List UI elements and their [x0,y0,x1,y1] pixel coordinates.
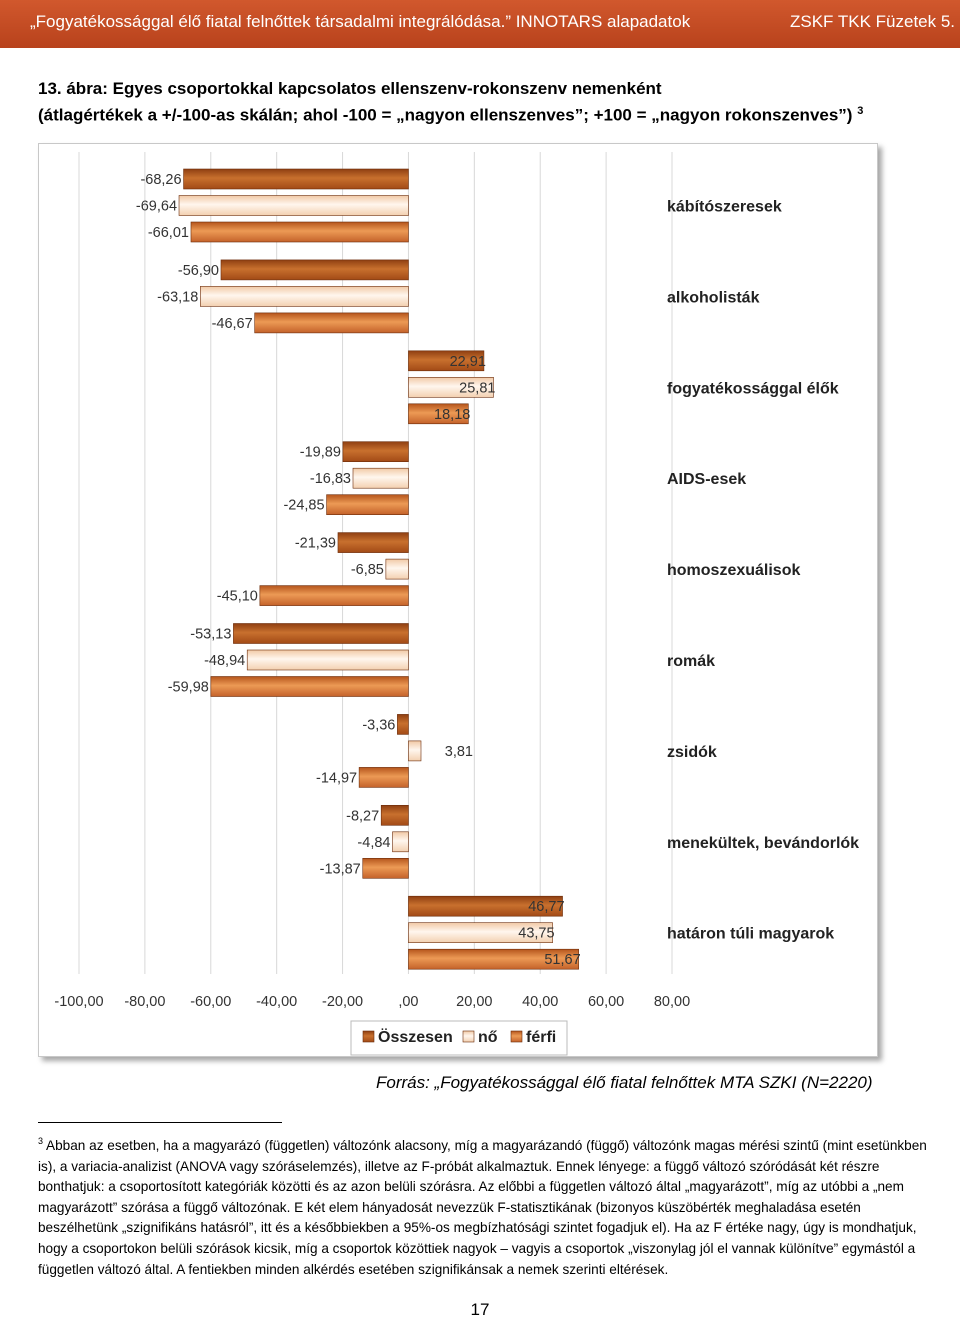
x-tick-label-5: ,00 [398,994,418,1010]
bar-menekultek-bevandorlok-ferfi [362,857,409,879]
value-label-kabitoszeresek-osszesen: -68,26 [140,172,181,188]
bar-romak-ferfi [210,676,409,697]
source-note: Forrás: „Fogyatékossággal élő fiatal fel… [376,1073,873,1092]
bar-romak-no [246,649,409,671]
bar-menekultek-bevandorlok-no [392,831,409,853]
value-label-fogyatekossaggal-elok-no: 25,81 [459,380,495,396]
x-tick-label-3: -40,00 [256,994,297,1010]
legend-swatch-osszesen [362,1030,375,1043]
value-label-menekultek-bevandorlok-osszesen: -8,27 [346,808,379,824]
legend-label-no: nő [478,1029,498,1046]
category-label-hataron-tuli-magyarok: határon túli magyarok [667,926,834,943]
value-label-homoszexualisok-no: -6,85 [351,562,384,578]
x-tick-label-1: -80,00 [124,994,165,1010]
value-label-homoszexualisok-osszesen: -21,39 [295,536,336,552]
bar-homoszexualisok-ferfi [259,585,409,606]
x-tick-label-9: 80,00 [654,994,690,1010]
bar-aids-esek-no [352,467,409,489]
bar-fogyatekossaggal-elok-ferfi [408,403,469,425]
value-label-romak-osszesen: -53,13 [190,627,231,643]
value-label-kabitoszeresek-ferfi: -66,01 [148,225,189,241]
category-label-aids-esek: AIDS-esek [667,471,746,488]
page-number: 17 [470,1300,490,1319]
header-series: ZSKF TKK Füzetek 5. [790,12,956,31]
value-label-zsidok-ferfi: -14,97 [316,770,357,786]
value-label-hataron-tuli-magyarok-ferfi: 51,67 [544,952,580,968]
bar-zsidok-no [408,740,422,762]
bar-homoszexualisok-osszesen [337,532,409,553]
value-label-zsidok-no: 3,81 [445,744,473,760]
bar-zsidok-osszesen [397,714,409,735]
value-label-menekultek-bevandorlok-no: -4,84 [357,835,390,851]
footnote-ref: 3 [857,105,864,117]
value-label-zsidok-osszesen: -3,36 [362,717,395,733]
value-label-hataron-tuli-magyarok-no: 43,75 [518,926,554,942]
bar-hataron-tuli-magyarok-no [408,922,553,944]
bar-romak-osszesen [233,623,409,644]
category-label-menekultek-bevandorlok: menekültek, bevándorlók [667,835,859,852]
footnote-text: Abban az esetben, ha a magyarázó (függet… [38,1138,927,1277]
category-label-alkoholistak: alkoholisták [667,289,760,306]
footnote-number: 3 [38,1136,44,1146]
bar-kabitoszeresek-osszesen [183,168,409,190]
bar-hataron-tuli-magyarok-osszesen [408,895,563,917]
category-label-romak: romák [667,653,715,670]
legend-label-ferfi: férfi [526,1029,556,1046]
x-tick-label-2: -60,00 [190,994,231,1010]
value-label-menekultek-bevandorlok-ferfi: -13,87 [320,861,361,877]
bar-hataron-tuli-magyarok-ferfi [408,948,579,970]
footnote: 3 Abban az esetben, ha a magyarázó (függ… [38,1131,930,1280]
legend-box [350,1020,568,1056]
value-label-aids-esek-ferfi: -24,85 [283,498,324,514]
value-label-hataron-tuli-magyarok-osszesen: 46,77 [528,899,564,915]
bar-fogyatekossaggal-elok-osszesen [408,350,485,372]
value-label-alkoholistak-no: -63,18 [157,289,198,305]
header-title: „Fogyatékossággal élő fiatal felnőttek t… [30,12,691,31]
x-tick-label-4: -20,00 [322,994,363,1010]
category-label-homoszexualisok: homoszexuálisok [667,562,800,579]
value-label-alkoholistak-ferfi: -46,67 [212,316,253,332]
bar-alkoholistak-no [200,286,409,307]
bar-kabitoszeresek-no [178,195,409,216]
bar-homoszexualisok-no [385,558,409,580]
bar-alkoholistak-ferfi [254,312,409,334]
x-tick-label-7: 40,00 [522,994,558,1010]
chart-frame: -68,26 -69,64 -66,01 -56,90 -63,18 -46,67 22,9… [38,143,878,1057]
category-label-kabitoszeresek: kábítószeresek [667,199,782,216]
value-label-romak-no: -48,94 [204,653,245,669]
value-label-aids-esek-osszesen: -19,89 [300,445,341,461]
page-header: „Fogyatékossággal élő fiatal felnőttek t… [0,0,960,48]
value-label-fogyatekossaggal-elok-osszesen: 22,91 [450,354,486,370]
x-tick-label-0: -100,00 [54,994,103,1010]
x-tick-label-6: 20,00 [456,994,492,1010]
bar-aids-esek-ferfi [326,494,409,516]
bar-menekultek-bevandorlok-osszesen [380,804,409,826]
legend-swatch-no [462,1030,475,1043]
value-label-homoszexualisok-ferfi: -45,10 [217,589,258,605]
figure-title-line1: 13. ábra: Egyes csoportokkal kapcsolatos… [38,79,662,98]
bar-fogyatekossaggal-elok-no [408,377,494,398]
bar-kabitoszeresek-ferfi [190,221,409,243]
legend-swatch-ferfi [510,1030,523,1043]
figure-title-line2: (átlagértékek a +/-100-as skálán; ahol -… [38,105,853,125]
footnote-rule [38,1122,282,1123]
value-label-fogyatekossaggal-elok-ferfi: 18,18 [434,407,470,423]
x-tick-label-8: 60,00 [588,994,624,1010]
bar-zsidok-ferfi [358,767,409,788]
figure-title: 13. ábra: Egyes csoportokkal kapcsolatos… [38,78,938,127]
bar-alkoholistak-osszesen [220,259,409,281]
bar-chart: -68,26 -69,64 -66,01 -56,90 -63,18 -46,67 22,9… [54,152,859,1056]
value-label-romak-ferfi: -59,98 [168,680,209,696]
chart-legend: Összesen nő férfi [350,1020,568,1056]
legend-label-osszesen: Összesen [378,1027,453,1046]
category-label-fogyatekossaggal-elok: fogyatékossággal élők [667,380,839,397]
value-label-kabitoszeresek-no: -69,64 [136,199,177,215]
value-label-aids-esek-no: -16,83 [310,471,351,487]
category-label-zsidok: zsidók [667,744,717,761]
bar-aids-esek-osszesen [342,441,409,463]
value-label-alkoholistak-osszesen: -56,90 [178,263,219,279]
